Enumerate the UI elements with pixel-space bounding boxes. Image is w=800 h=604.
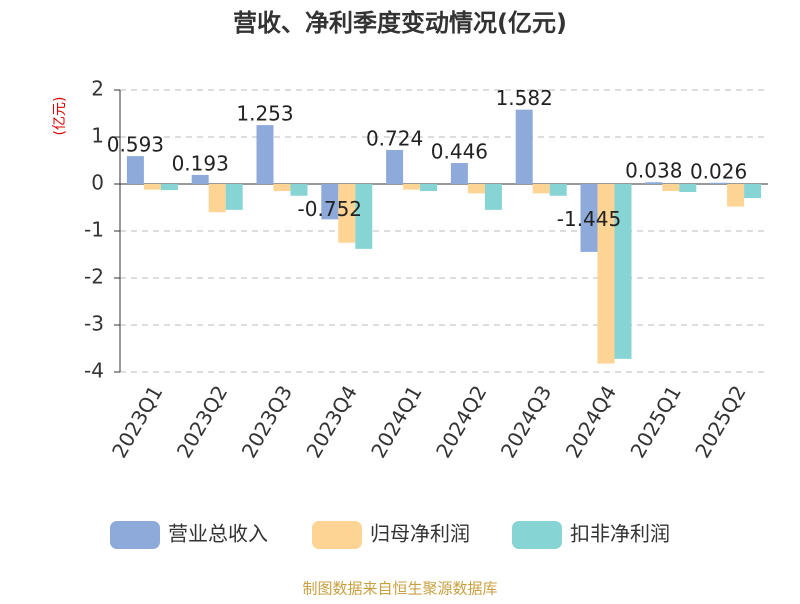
bar <box>710 182 728 184</box>
bar <box>225 184 243 210</box>
bar <box>484 184 502 210</box>
bar <box>467 184 485 194</box>
y-tick-label: 0 <box>91 171 104 195</box>
y-tick-label: -3 <box>84 312 104 336</box>
x-tick-label: 2024Q1 <box>366 381 426 462</box>
bar <box>338 184 356 243</box>
x-tick-label: 2023Q4 <box>301 381 361 462</box>
bar <box>532 184 550 194</box>
bar <box>126 156 144 184</box>
data-label: 0.593 <box>107 133 164 157</box>
bar <box>208 184 226 213</box>
data-label: 0.193 <box>172 151 229 175</box>
bar <box>645 182 663 184</box>
bar <box>355 184 373 249</box>
source-note: 制图数据来自恒生聚源数据库 <box>302 580 497 598</box>
y-tick-label: -2 <box>84 265 104 289</box>
bar <box>744 184 762 199</box>
chart-title: 营收、净利季度变动情况(亿元) <box>233 9 567 37</box>
x-tick-label: 2023Q3 <box>237 381 297 462</box>
legend-swatch <box>110 521 160 549</box>
y-axis-label: (亿元) <box>52 97 68 136</box>
bar <box>160 184 178 191</box>
bar <box>450 163 468 184</box>
bar <box>403 184 421 190</box>
x-tick-label: 2024Q4 <box>561 381 621 462</box>
bar <box>515 109 533 184</box>
bar <box>597 184 615 364</box>
bar <box>290 184 308 196</box>
data-label: 0.446 <box>431 140 488 164</box>
x-tick-label: 2023Q2 <box>172 381 232 462</box>
data-label: 0.038 <box>625 159 682 183</box>
bar <box>191 174 209 184</box>
x-tick-label: 2023Q1 <box>107 381 167 462</box>
y-tick-label: -4 <box>84 359 104 383</box>
data-label: 0.026 <box>690 159 747 183</box>
bar <box>321 184 339 220</box>
bar <box>386 149 404 184</box>
y-tick-label: 1 <box>91 124 104 148</box>
bar <box>549 184 567 196</box>
x-tick-label: 2024Q3 <box>496 381 556 462</box>
bar <box>679 184 697 192</box>
legend-label: 扣非净利润 <box>570 522 670 546</box>
data-label: -0.752 <box>298 197 362 221</box>
bar <box>580 184 598 252</box>
data-label: 1.582 <box>496 86 553 110</box>
bar <box>662 184 680 192</box>
bar <box>256 125 274 184</box>
y-tick-label: -1 <box>84 218 104 242</box>
bar <box>143 184 161 190</box>
x-tick-label: 2024Q2 <box>431 381 491 462</box>
bar <box>273 184 291 192</box>
legend-swatch <box>512 521 562 549</box>
x-tick-label: 2025Q1 <box>625 381 685 462</box>
data-label: -1.445 <box>557 207 621 231</box>
bar <box>727 184 745 207</box>
bar <box>614 184 632 359</box>
data-label: 0.724 <box>366 126 423 150</box>
bar <box>420 184 438 192</box>
legend-swatch <box>312 521 362 549</box>
x-tick-label: 2025Q2 <box>690 381 750 462</box>
legend-label: 归母净利润 <box>370 522 470 546</box>
legend-label: 营业总收入 <box>168 522 268 546</box>
y-tick-label: 2 <box>91 77 104 101</box>
data-label: 1.253 <box>236 102 293 126</box>
